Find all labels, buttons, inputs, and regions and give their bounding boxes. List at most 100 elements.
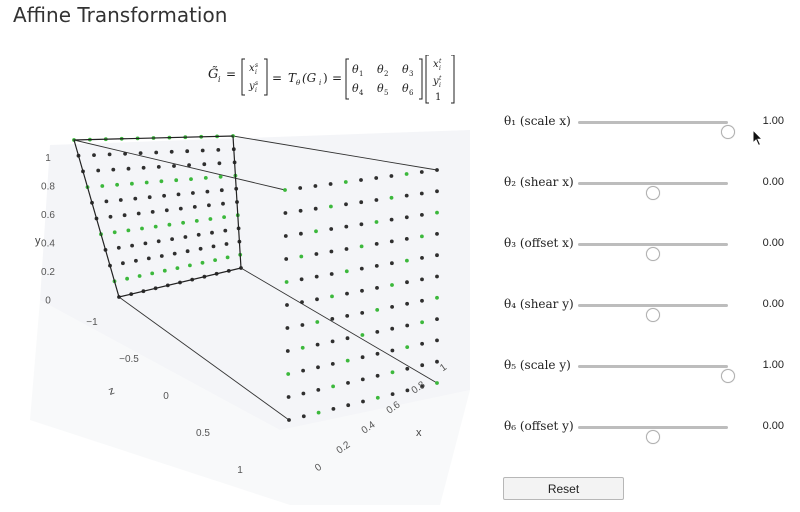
- slider-thumb[interactable]: [721, 125, 735, 139]
- sampled-point: [360, 333, 365, 337]
- t-theta-symbol: T: [288, 71, 297, 85]
- grid-point: [405, 301, 409, 306]
- sampled-point: [126, 228, 131, 233]
- correspondence-line: [118, 296, 290, 421]
- sampled-point: [200, 260, 205, 265]
- grid-point: [172, 251, 177, 256]
- z-tick-label: −1: [86, 317, 98, 328]
- grid-point: [420, 256, 424, 260]
- g-argument-close: ): [323, 71, 328, 85]
- grid-point: [435, 338, 439, 343]
- grid-point: [217, 161, 222, 166]
- sampled-point: [203, 176, 208, 180]
- grid-point: [192, 205, 197, 209]
- sampled-point: [390, 283, 394, 287]
- sampled-point: [167, 222, 172, 227]
- grid-point: [187, 163, 192, 168]
- slider-row-theta1: θ₁ (scale x) 1.00: [496, 110, 796, 139]
- slider-thumb[interactable]: [721, 369, 735, 383]
- grid-point: [420, 213, 424, 217]
- slider-label-theta1: θ₁ (scale x): [504, 114, 571, 128]
- slider-row-theta4: θ₄ (shear y) 0.00: [496, 293, 796, 322]
- grid-point: [183, 235, 188, 239]
- grid-point: [345, 336, 350, 341]
- back-pane: [40, 130, 470, 430]
- sampled-point: [420, 320, 424, 325]
- correspondence-line: [73, 139, 286, 191]
- theta3-symbol: θ: [402, 63, 409, 76]
- grid-point: [315, 342, 320, 347]
- grid-point: [435, 189, 439, 194]
- sampled-point: [286, 372, 291, 376]
- grid-point: [404, 215, 409, 220]
- grid-point: [301, 391, 306, 396]
- grid-point: [185, 249, 190, 254]
- grid-point: [134, 258, 138, 263]
- sampled-point: [130, 181, 134, 186]
- grid-point: [216, 148, 221, 152]
- sampled-point: [435, 381, 439, 385]
- grid-point: [223, 228, 228, 233]
- sampled-point: [137, 274, 142, 278]
- grid-point: [405, 280, 409, 285]
- theta2-subscript: 2: [384, 70, 388, 78]
- slider-thumb[interactable]: [646, 430, 660, 444]
- slider-value-theta5: 1.00: [762, 359, 784, 371]
- slider-label-theta3: θ₃ (offset x): [504, 236, 574, 250]
- slider-value-theta6: 0.00: [762, 420, 784, 432]
- slider-theta6-offset-y[interactable]: [578, 426, 728, 444]
- slider-theta4-shear-y[interactable]: [578, 304, 728, 322]
- sampled-point: [316, 410, 321, 415]
- grid-point: [116, 245, 121, 250]
- grid-point: [374, 242, 379, 246]
- sampled-point: [375, 308, 380, 312]
- grid-point: [133, 196, 138, 201]
- grid-point: [420, 277, 424, 282]
- slider-thumb[interactable]: [646, 186, 660, 200]
- sampled-point: [344, 269, 349, 274]
- slider-theta1-scale-x[interactable]: [578, 121, 735, 139]
- grid-point: [298, 208, 303, 213]
- grid-point: [283, 211, 288, 215]
- sampled-point: [189, 177, 193, 182]
- z-tick-label: 0.5: [196, 428, 210, 439]
- grid-point: [390, 326, 395, 331]
- slider-theta2-shear-x[interactable]: [578, 182, 728, 200]
- grid-point: [360, 377, 365, 382]
- y-axis-label: y: [35, 235, 41, 247]
- sampled-point: [159, 179, 164, 184]
- xt-subscript: i: [439, 65, 441, 72]
- slider-thumb[interactable]: [646, 308, 660, 322]
- reset-button[interactable]: Reset: [503, 477, 624, 500]
- theta6-symbol: θ: [402, 82, 409, 95]
- grid-point: [315, 297, 319, 302]
- grid-point: [359, 200, 364, 205]
- sampled-point: [315, 320, 320, 324]
- sampled-point: [181, 220, 186, 225]
- slider-theta5-scale-y[interactable]: [578, 365, 735, 383]
- grid-point: [221, 201, 225, 206]
- grid-point: [207, 203, 211, 208]
- equals-sign-3: =: [332, 71, 342, 85]
- slider-thumb[interactable]: [646, 247, 660, 261]
- x-axis-label: x: [416, 427, 422, 439]
- grid-point: [301, 368, 305, 373]
- grid-point: [126, 166, 131, 171]
- grid-point: [329, 227, 334, 231]
- grid-point: [141, 165, 146, 170]
- theta5-symbol: θ: [377, 82, 384, 95]
- grid-point: [389, 239, 394, 244]
- grid-point: [150, 210, 155, 214]
- grid-point: [172, 164, 176, 168]
- grid-point: [359, 222, 364, 227]
- slider-theta3-offset-x[interactable]: [578, 243, 728, 261]
- 3d-plot[interactable]: y z x 1 0.8 0.6 0.4 0.2 0 −1 −0.5 0 0.5 1 0 0.2 0.4…: [0, 110, 470, 512]
- sampled-point: [404, 172, 409, 176]
- xt-superscript: t: [439, 58, 442, 65]
- grid-point: [118, 198, 123, 202]
- yt-subscript: i: [439, 82, 441, 89]
- g-argument: (G: [302, 71, 317, 85]
- grid-point: [313, 206, 318, 211]
- grid-point: [389, 174, 394, 178]
- z-tick-label: −0.5: [119, 354, 139, 365]
